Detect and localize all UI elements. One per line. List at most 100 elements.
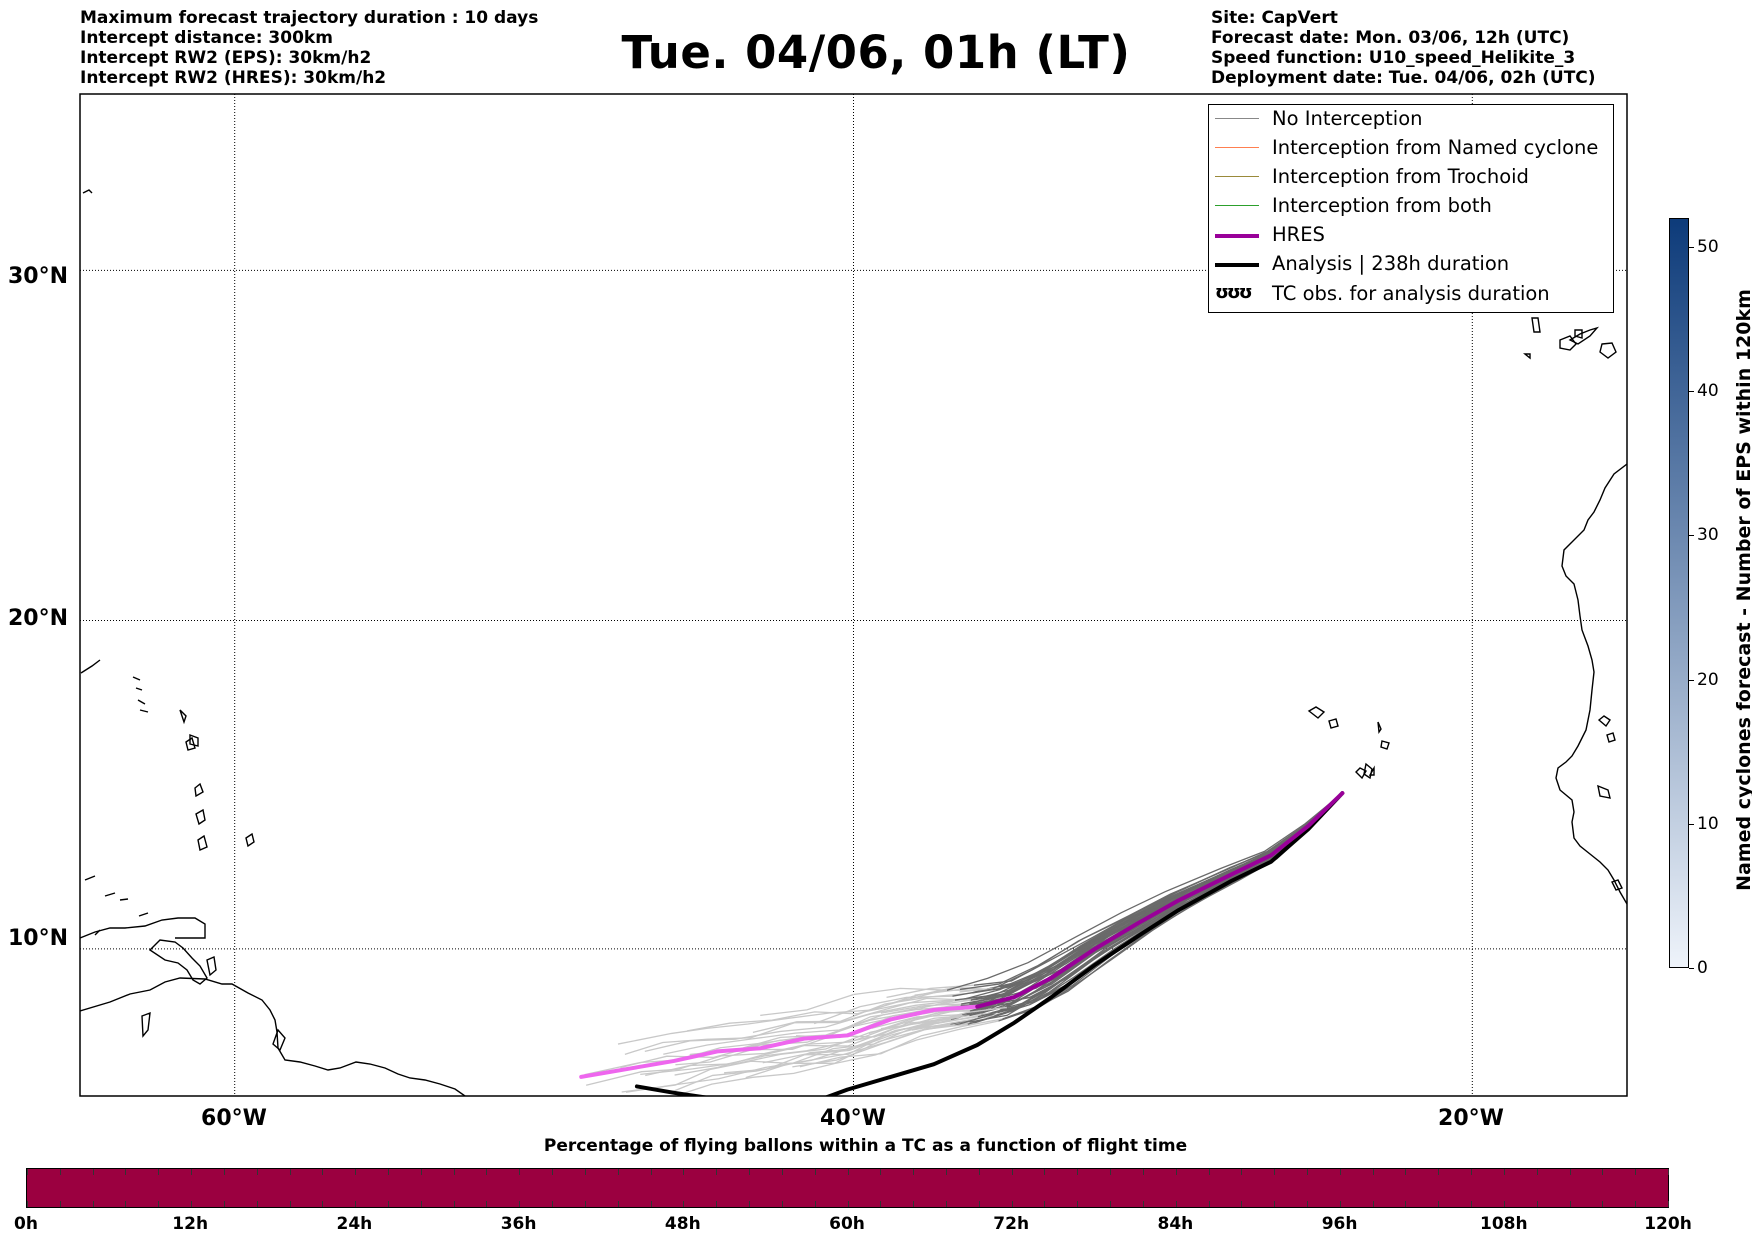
colorbar-tick-label: 20 bbox=[1697, 669, 1719, 690]
colorbar-tick-label: 0 bbox=[1697, 958, 1708, 978]
eps-trajectory bbox=[640, 1006, 1007, 1076]
bar-tick bbox=[125, 1169, 127, 1175]
bar-tick bbox=[945, 1201, 947, 1207]
bar-tick bbox=[355, 1169, 357, 1175]
bar-tick bbox=[650, 1201, 652, 1207]
bar-tick bbox=[617, 1201, 619, 1207]
flight-time-tick-label: 60h bbox=[829, 1214, 865, 1234]
eps-trajectory bbox=[663, 999, 972, 1055]
bar-tick bbox=[1536, 1169, 1538, 1175]
bar-tick bbox=[1110, 1169, 1112, 1175]
speed-function-text: Speed function: U10_speed_Helikite_3 bbox=[1211, 48, 1576, 68]
lat-label-30n: 30°N bbox=[8, 264, 69, 289]
legend-label: HRES bbox=[1272, 223, 1325, 246]
bar-tick bbox=[552, 1169, 554, 1175]
eps-trajectory bbox=[813, 995, 953, 1025]
legend-swatch bbox=[1215, 147, 1259, 148]
bar-tick bbox=[978, 1201, 980, 1207]
bar-tick bbox=[1208, 1169, 1210, 1175]
bar-tick bbox=[27, 1201, 28, 1207]
lon-label-20w: 20°W bbox=[1438, 1106, 1504, 1131]
bar-tick bbox=[1306, 1169, 1308, 1175]
hres-track-late bbox=[579, 1004, 980, 1079]
site-text: Site: CapVert bbox=[1211, 8, 1338, 28]
intercept-eps-text: Intercept RW2 (EPS): 30km/h2 bbox=[80, 48, 372, 68]
bar-tick bbox=[1077, 1201, 1079, 1207]
legend-item-no-interception: No Interception bbox=[1209, 108, 1613, 130]
intercept-hres-text: Intercept RW2 (HRES): 30km/h2 bbox=[80, 68, 387, 88]
map-frame bbox=[79, 93, 1628, 1097]
bar-tick bbox=[584, 1201, 586, 1207]
flight-time-tick-label: 24h bbox=[336, 1214, 373, 1234]
bar-tick bbox=[1471, 1201, 1473, 1207]
bar-tick bbox=[749, 1201, 751, 1207]
flight-time-tick-label: 120h bbox=[1644, 1214, 1692, 1234]
bar-tick bbox=[125, 1201, 127, 1207]
legend: No Interception Interception from Named … bbox=[1208, 104, 1614, 313]
eps-trajectory bbox=[946, 792, 1343, 1009]
lon-label-40w: 40°W bbox=[820, 1106, 886, 1131]
legend-label: Interception from Trochoid bbox=[1272, 165, 1529, 188]
site-info: Site: CapVert Forecast date: Mon. 03/06,… bbox=[1211, 8, 1596, 88]
bar-tick bbox=[880, 1201, 882, 1207]
bar-tick bbox=[1569, 1169, 1571, 1175]
bar-tick bbox=[1274, 1169, 1276, 1175]
colorbar-tick-mark bbox=[1689, 968, 1694, 969]
bar-tick bbox=[486, 1169, 488, 1175]
bar-tick bbox=[552, 1201, 554, 1207]
legend-item-analysis: Analysis | 238h duration bbox=[1209, 253, 1613, 275]
hres-track-early bbox=[975, 791, 1345, 1009]
eps-trajectory bbox=[674, 1013, 978, 1076]
colorbar-tick-mark bbox=[1689, 823, 1694, 825]
bar-tick bbox=[650, 1169, 652, 1175]
trinidad-coast bbox=[148, 939, 208, 985]
bar-tick bbox=[420, 1169, 422, 1175]
bar-tick bbox=[223, 1201, 225, 1207]
legend-item-named-cyclone: Interception from Named cyclone bbox=[1209, 137, 1613, 159]
venezuela-coast bbox=[80, 917, 206, 939]
bar-tick bbox=[1142, 1169, 1144, 1175]
flight-time-bar bbox=[26, 1168, 1669, 1208]
bar-tick bbox=[913, 1169, 915, 1175]
lon-label-60w: 60°W bbox=[201, 1106, 267, 1131]
eps-trajectory bbox=[799, 1018, 1003, 1068]
bar-tick bbox=[1668, 1201, 1669, 1207]
upper-antilles bbox=[82, 189, 93, 194]
bar-tick bbox=[1668, 1169, 1669, 1175]
bar-tick bbox=[322, 1169, 324, 1175]
bar-tick bbox=[256, 1169, 258, 1175]
bar-tick bbox=[388, 1201, 390, 1207]
lesser-antilles bbox=[80, 659, 101, 674]
eps-trajectory bbox=[952, 792, 1343, 997]
forecast-parameters: Maximum forecast trajectory duration : 1… bbox=[80, 8, 538, 88]
eps-trajectory bbox=[973, 792, 1343, 986]
bar-tick bbox=[1569, 1201, 1571, 1207]
bar-tick bbox=[1405, 1201, 1407, 1207]
legend-swatch bbox=[1215, 118, 1259, 119]
bar-tick bbox=[781, 1169, 783, 1175]
coastlines bbox=[80, 189, 1627, 1096]
bar-tick bbox=[1471, 1169, 1473, 1175]
eps-trajectory bbox=[954, 792, 1343, 1001]
colorbar-tick-label: 10 bbox=[1697, 813, 1719, 834]
bar-tick bbox=[1142, 1201, 1144, 1207]
flight-time-tick-label: 0h bbox=[14, 1214, 38, 1234]
colorbar bbox=[1669, 218, 1689, 968]
bar-tick bbox=[781, 1201, 783, 1207]
legend-label: Analysis | 238h duration bbox=[1272, 252, 1510, 275]
bar-tick bbox=[519, 1169, 521, 1175]
colorbar-tick-mark bbox=[1689, 535, 1694, 537]
colorbar-tick-label: 40 bbox=[1697, 381, 1719, 402]
bar-tick bbox=[1372, 1169, 1374, 1175]
bar-tick bbox=[289, 1201, 291, 1207]
analysis-track bbox=[634, 791, 1345, 1096]
bar-tick bbox=[617, 1169, 619, 1175]
bar-tick bbox=[158, 1169, 160, 1175]
bar-tick bbox=[716, 1201, 718, 1207]
eps-trajectory bbox=[970, 792, 1343, 1001]
legend-label: Interception from Named cyclone bbox=[1272, 136, 1599, 159]
max-duration-text: Maximum forecast trajectory duration : 1… bbox=[80, 8, 539, 28]
bar-tick bbox=[1175, 1169, 1177, 1175]
eps-trajectory bbox=[724, 1014, 982, 1074]
colorbar-tick-label: 30 bbox=[1697, 525, 1719, 546]
